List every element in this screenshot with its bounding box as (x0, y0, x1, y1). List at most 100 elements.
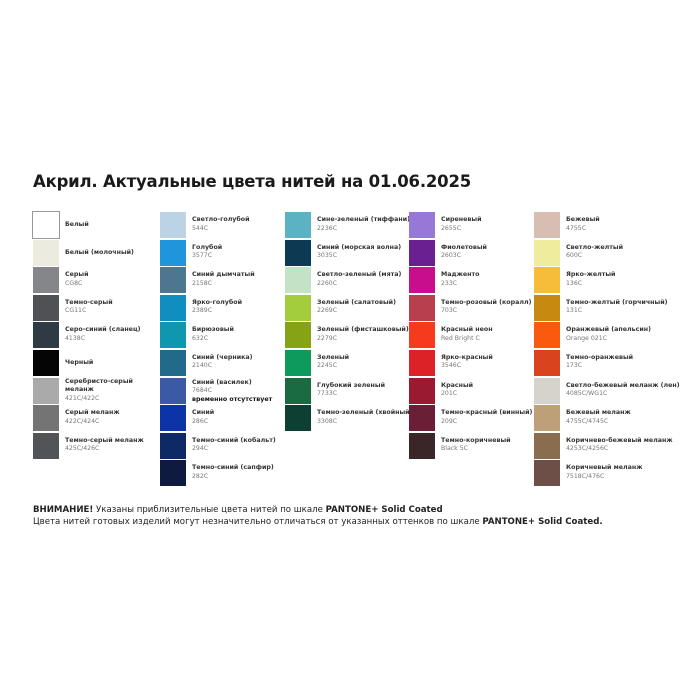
pantone-code: 2260C (317, 279, 338, 287)
color-swatch (32, 211, 60, 239)
color-name: Голубой (192, 243, 223, 251)
pantone-code: 7733C (317, 390, 338, 398)
color-name: Ярко-голубой (192, 298, 243, 306)
color-name: Светло-желтый (566, 243, 623, 251)
color-item: Серый CG8C (33, 267, 163, 295)
color-swatch (409, 267, 435, 294)
color-item: Темно-серый CG11C (33, 294, 163, 323)
color-name: Ярко-желтый (566, 271, 616, 279)
pantone-code: 294C (192, 445, 209, 453)
color-item: Белый (молочный) (33, 239, 163, 268)
pantone-code: 136C (566, 279, 583, 287)
color-item: Бежевый 4755C (534, 212, 664, 240)
color-label: Ярко-голубой 2389C (192, 299, 292, 316)
color-swatch (534, 349, 560, 376)
color-name: Фиолетовый (441, 243, 487, 251)
color-column-5: Бежевый 4755C Светло-желтый 600C Ярко-желтый… (534, 212, 680, 488)
color-swatch (285, 239, 311, 266)
color-item: Ярко-голубой 2389C (160, 294, 292, 323)
pantone-code: 4755C/4745C (566, 417, 609, 425)
pantone-code: 2245C (317, 362, 338, 370)
color-item: Светло-желтый 600C (534, 239, 666, 268)
pantone-code: 703C (441, 307, 458, 315)
color-name: Темно-розовый (коралл) (441, 298, 532, 306)
color-item: Ярко-желтый 136C (534, 267, 664, 295)
color-label: Ярко-желтый 136C (566, 271, 666, 288)
color-item: Светло-бежевый меланж (лен) 4085C/WG1C (534, 377, 680, 406)
color-item: Синий (черника) 2140C (160, 349, 292, 378)
color-label: Темно-оранжевый 173C (566, 354, 666, 371)
color-swatch (160, 322, 186, 349)
color-label: Темно-зеленый (хвойный) 3308C (317, 409, 417, 426)
color-item: Темно-зеленый (хвойный) 3308C (285, 405, 415, 433)
color-item: Темно-синий (сапфир) 282C (160, 460, 290, 488)
note-line-2: Цвета нитей готовых изделий могут незнач… (33, 516, 603, 528)
pantone-code: 7518C/476C (566, 472, 605, 480)
pantone-code: 2269C (317, 307, 338, 315)
color-label: Синий (черника) 2140C (192, 354, 292, 371)
color-swatch (33, 239, 59, 266)
color-label: Темно-коричневый Black 5C (441, 437, 541, 454)
color-label: Светло-голубой 544C (192, 216, 292, 233)
color-name: Красный неон (441, 326, 493, 334)
color-label: Мадженто 233C (441, 271, 541, 288)
color-item: Серебристо-серый меланж 421C/422C (33, 377, 163, 406)
color-name: Темно-красный (винный) (441, 409, 533, 417)
pantone-code: 3308C (317, 417, 338, 425)
color-item: Мадженто 233C (409, 267, 539, 295)
color-name: Синий (василек) (192, 378, 252, 386)
color-name: Темно-желтый (горчичный) (566, 298, 668, 306)
color-name: Бежевый (566, 216, 600, 223)
pantone-code: 2158C (192, 279, 213, 287)
color-item: Синий 286C (160, 405, 290, 433)
pantone-code: 422C/424C (65, 417, 100, 425)
color-swatch (409, 349, 435, 376)
color-name: Светло-бежевый меланж (лен) (566, 381, 680, 389)
color-label: Красный 201C (441, 382, 541, 399)
color-item: Бирюзовый 632C (160, 322, 290, 350)
color-label: Черный (65, 359, 165, 368)
color-item: Сиреневый 2655C (409, 212, 539, 240)
color-item: Темно-синий (кобальт) 294C (160, 432, 292, 461)
color-name: Светло-зеленый (мята) (317, 271, 402, 279)
color-column-3: Сине-зеленый (тиффани) 2236C Синий (морска… (285, 212, 415, 433)
color-swatch (33, 432, 59, 459)
color-swatch (285, 267, 311, 294)
color-label: Глубокий зеленый 7733C (317, 382, 417, 399)
pantone-code: 233C (441, 279, 458, 287)
color-name: Темно-оранжевый (566, 353, 634, 361)
color-column-1: Белый Белый (молочный) Серый CG8C Темно-серы… (32, 211, 165, 460)
pantone-code: 544C (192, 224, 209, 232)
note-text-1: Указаны приблизительные цвета нитей по ш… (93, 505, 326, 515)
color-label: Бежевый 4755C (566, 216, 666, 233)
color-name: Коричневый меланж (566, 464, 643, 472)
pantone-code: 131C (566, 307, 583, 315)
color-swatch (160, 460, 186, 487)
color-name: Темно-серый меланж (65, 436, 144, 444)
color-swatch (160, 267, 186, 294)
color-item: Красный 201C (409, 377, 541, 406)
color-item: Черный (33, 349, 165, 378)
color-name: Серый (65, 271, 89, 279)
color-item: Сине-зеленый (тиффани) 2236C (285, 212, 415, 240)
pantone-code: 2236C (317, 224, 338, 232)
color-item: Темно-желтый (горчичный) 131C (534, 294, 668, 323)
pantone-code: 4085C/WG1C (566, 390, 608, 398)
color-label: Оранжевый (апельсин) Orange 021C (566, 326, 666, 343)
color-label: Голубой 3577C (192, 244, 292, 261)
color-swatch (33, 405, 59, 432)
color-name: Темно-зеленый (хвойный) (317, 409, 413, 417)
color-swatch (409, 294, 435, 321)
color-label: Темно-синий (кобальт) 294C (192, 437, 292, 454)
color-swatch (33, 322, 59, 349)
color-swatch (534, 405, 560, 432)
color-swatch (534, 460, 560, 487)
color-label: Светло-желтый 600C (566, 244, 666, 261)
pantone-code: 4253C/4256C (566, 445, 609, 453)
color-name: Коричнево-бежевый меланж (566, 436, 673, 444)
color-name: Темно-синий (сапфир) (192, 464, 274, 472)
color-column-4: Сиреневый 2655C Фиолетовый 2603C Мадженто 233… (409, 212, 539, 460)
color-label: Красный неон Red Bright C (441, 326, 541, 343)
pantone-code: 2655C (441, 224, 462, 232)
color-item: Светло-голубой 544C (160, 212, 290, 240)
